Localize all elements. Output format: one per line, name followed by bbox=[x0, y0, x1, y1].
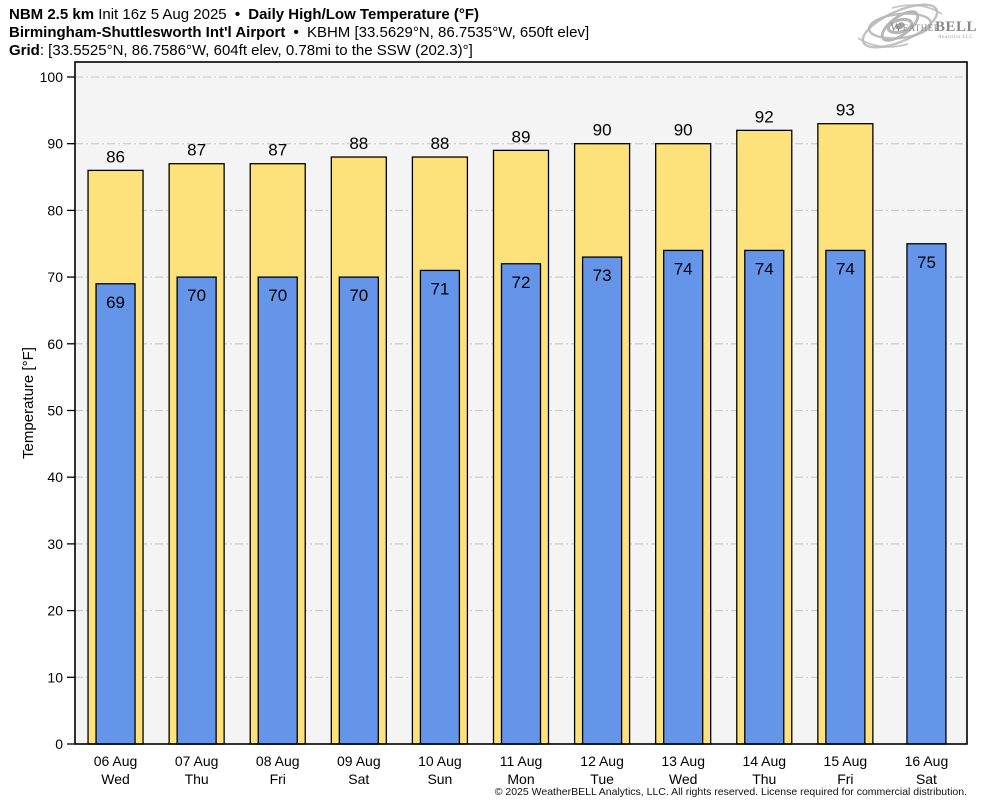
y-axis-tick-label: 20 bbox=[47, 603, 63, 619]
high-value-label: 87 bbox=[268, 141, 287, 160]
x-axis-date-label: 13 Aug bbox=[661, 753, 705, 769]
low-bar bbox=[581, 256, 623, 745]
x-axis-weekday-label: Thu bbox=[185, 771, 209, 787]
y-axis-tick-label: 40 bbox=[47, 469, 63, 485]
x-axis-weekday-label: Sun bbox=[427, 771, 452, 787]
low-value-label: 70 bbox=[349, 286, 368, 305]
y-axis-tick-label: 80 bbox=[47, 202, 63, 218]
low-value-label: 69 bbox=[106, 293, 125, 312]
high-value-label: 87 bbox=[187, 141, 206, 160]
station-name: Birmingham-Shuttlesworth Int'l Airport bbox=[9, 24, 286, 41]
low-value-label: 74 bbox=[755, 259, 774, 278]
grid-value: : [33.5525°N, 86.7586°W, 604ft elev, 0.7… bbox=[39, 42, 473, 59]
y-axis-tick-label: 70 bbox=[47, 269, 63, 285]
y-axis-tick-label: 50 bbox=[47, 403, 63, 419]
x-axis-weekday-label: Sat bbox=[348, 771, 369, 787]
low-value-label: 72 bbox=[512, 273, 531, 292]
low-value-label: 75 bbox=[917, 253, 936, 272]
x-axis-weekday-label: Wed bbox=[101, 771, 130, 787]
low-bar bbox=[906, 243, 947, 745]
high-value-label: 92 bbox=[755, 107, 774, 126]
x-axis-date-label: 06 Aug bbox=[94, 753, 138, 769]
y-axis-tick-label: 100 bbox=[40, 69, 64, 85]
y-axis-tick-label: 0 bbox=[55, 736, 63, 752]
low-value-label: 73 bbox=[593, 266, 612, 285]
logo-swirl-icon bbox=[857, 3, 943, 49]
logo-subtext: Analytics LLC bbox=[938, 35, 973, 40]
logo-weather-text: Weather bbox=[890, 19, 940, 34]
low-bar bbox=[825, 249, 866, 745]
low-value-label: 74 bbox=[674, 259, 693, 278]
low-value-label: 71 bbox=[430, 279, 449, 298]
low-bar bbox=[176, 276, 217, 745]
chart-title-line: NBM 2.5 km Init 16z 5 Aug 2025 • Daily H… bbox=[9, 6, 479, 24]
title-separator-dot: • bbox=[234, 6, 241, 23]
station-meta: KBHM [33.5629°N, 86.7535°W, 650ft elev] bbox=[306, 24, 590, 41]
x-axis-weekday-label: Wed bbox=[669, 771, 698, 787]
high-value-label: 86 bbox=[106, 147, 125, 166]
x-axis-date-label: 07 Aug bbox=[175, 753, 219, 769]
model-name: NBM 2.5 km bbox=[9, 6, 95, 23]
copyright-notice: © 2025 WeatherBELL Analytics, LLC. All r… bbox=[494, 786, 967, 798]
x-axis-weekday-label: Mon bbox=[507, 771, 534, 787]
y-axis-tick-label: 30 bbox=[47, 536, 63, 552]
x-axis-date-label: 09 Aug bbox=[337, 753, 381, 769]
low-bar bbox=[257, 276, 298, 745]
low-bar bbox=[500, 263, 542, 745]
high-value-label: 89 bbox=[512, 127, 531, 146]
low-value-label: 70 bbox=[187, 286, 206, 305]
high-value-label: 88 bbox=[349, 134, 368, 153]
low-value-label: 74 bbox=[836, 259, 855, 278]
x-axis-date-label: 14 Aug bbox=[742, 753, 786, 769]
product-name: Daily High/Low Temperature (°F) bbox=[248, 6, 479, 23]
logo-bell-text: BELL bbox=[935, 19, 977, 35]
x-axis-date-label: 11 Aug bbox=[500, 753, 543, 769]
x-axis-date-label: 15 Aug bbox=[824, 753, 868, 769]
low-value-label: 70 bbox=[268, 286, 287, 305]
low-bar bbox=[338, 276, 379, 745]
x-axis-date-label: 08 Aug bbox=[256, 753, 300, 769]
x-axis-date-label: 12 Aug bbox=[580, 753, 624, 769]
grid-line-info: Grid: [33.5525°N, 86.7586°W, 604ft elev,… bbox=[9, 42, 473, 60]
y-axis-title: Temperature [°F] bbox=[20, 347, 37, 459]
y-axis-tick-label: 10 bbox=[47, 669, 63, 685]
x-axis-weekday-label: Sat bbox=[916, 771, 937, 787]
plot-border bbox=[74, 61, 968, 745]
x-axis-weekday-label: Fri bbox=[837, 771, 853, 787]
low-bar bbox=[419, 269, 461, 745]
high-value-label: 90 bbox=[674, 121, 693, 140]
high-value-label: 90 bbox=[593, 121, 612, 140]
low-bar bbox=[663, 249, 704, 745]
high-value-label: 93 bbox=[836, 101, 855, 120]
x-axis-date-label: 10 Aug bbox=[418, 753, 462, 769]
y-axis-tick-label: 60 bbox=[47, 336, 63, 352]
x-axis-weekday-label: Thu bbox=[752, 771, 776, 787]
station-line: Birmingham-Shuttlesworth Int'l Airport •… bbox=[9, 24, 589, 42]
low-bar bbox=[95, 283, 136, 745]
x-axis-date-label: 16 Aug bbox=[905, 753, 949, 769]
x-axis-weekday-label: Tue bbox=[590, 771, 614, 787]
x-axis-weekday-label: Fri bbox=[270, 771, 286, 787]
y-axis-tick-label: 90 bbox=[47, 136, 63, 152]
station-separator-dot: • bbox=[293, 24, 299, 41]
grid-label: Grid bbox=[9, 42, 40, 59]
high-value-label: 88 bbox=[430, 134, 449, 153]
weatherbell-logo: Weather BELL Analytics LLC bbox=[857, 3, 977, 49]
init-time: Init 16z 5 Aug 2025 bbox=[98, 6, 227, 23]
low-bar bbox=[744, 249, 785, 745]
